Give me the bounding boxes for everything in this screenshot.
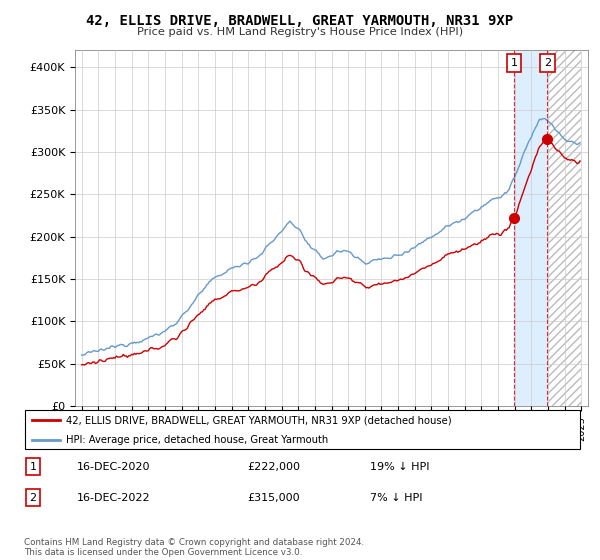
Text: 2: 2 [544,58,551,68]
FancyBboxPatch shape [25,410,580,449]
Text: 2: 2 [29,493,37,503]
Text: 7% ↓ HPI: 7% ↓ HPI [370,493,422,503]
Text: £315,000: £315,000 [247,493,300,503]
Text: Contains HM Land Registry data © Crown copyright and database right 2024.
This d: Contains HM Land Registry data © Crown c… [24,538,364,557]
Bar [514,50,547,406]
Text: Price paid vs. HM Land Registry's House Price Index (HPI): Price paid vs. HM Land Registry's House … [137,27,463,37]
Text: 16-DEC-2020: 16-DEC-2020 [77,461,151,472]
Bar [547,50,581,406]
Text: 16-DEC-2022: 16-DEC-2022 [77,493,151,503]
Text: 1: 1 [511,58,518,68]
Text: 19% ↓ HPI: 19% ↓ HPI [370,461,430,472]
Text: HPI: Average price, detached house, Great Yarmouth: HPI: Average price, detached house, Grea… [66,435,328,445]
Text: 1: 1 [29,461,37,472]
Text: £222,000: £222,000 [247,461,300,472]
Text: 42, ELLIS DRIVE, BRADWELL, GREAT YARMOUTH, NR31 9XP (detached house): 42, ELLIS DRIVE, BRADWELL, GREAT YARMOUT… [66,415,451,425]
Bar [547,50,581,406]
Text: 42, ELLIS DRIVE, BRADWELL, GREAT YARMOUTH, NR31 9XP: 42, ELLIS DRIVE, BRADWELL, GREAT YARMOUT… [86,14,514,28]
